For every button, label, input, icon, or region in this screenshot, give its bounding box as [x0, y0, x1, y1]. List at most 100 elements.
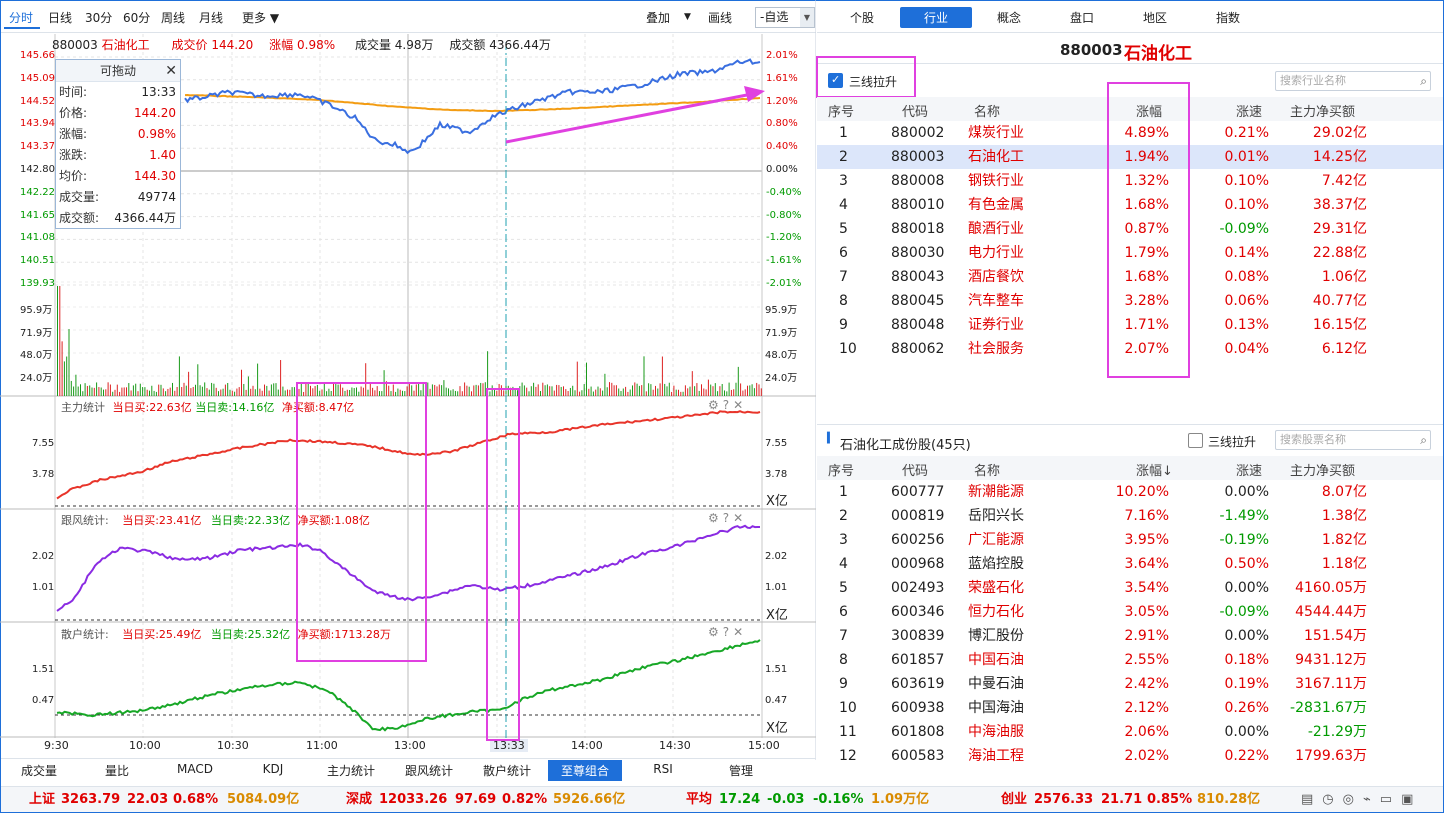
volume-bar: [687, 388, 689, 396]
volume-bar: [712, 386, 714, 396]
table-row[interactable]: 7 880043 酒店餐饮 1.68% 0.08% 1.06亿: [817, 265, 1442, 289]
p1-tick-right-1: 3.78: [765, 469, 788, 480]
indicator-tab[interactable]: 主力统计: [326, 764, 375, 778]
volume-bar: [611, 382, 613, 396]
table-row[interactable]: 1 880002 煤炭行业 4.89% 0.21% 29.02亿: [817, 121, 1442, 145]
indicator-tab[interactable]: KDJ: [262, 762, 284, 776]
volume-bar: [627, 391, 629, 396]
volume-bar: [365, 363, 367, 396]
status-tool-icons[interactable]: ▤◷◎⌁▭▣: [1301, 792, 1423, 807]
volume-bar: [735, 382, 737, 396]
table-row[interactable]: 7 300839 博汇股份 2.91% 0.00% 151.54万: [817, 624, 1442, 648]
panel1-tools[interactable]: ⚙?✕: [708, 398, 747, 412]
volume-bar: [737, 366, 739, 396]
table-row[interactable]: 11 601808 中海油服 2.06% 0.00% -21.29万: [817, 720, 1442, 744]
close-icon[interactable]: ✕: [165, 63, 177, 79]
row-net-buy: 4544.44万: [1295, 604, 1367, 620]
table-row[interactable]: 6 880030 电力行业 1.79% 0.14% 22.88亿: [817, 241, 1442, 265]
table-row[interactable]: 3 600256 广汇能源 3.95% -0.19% 1.82亿: [817, 528, 1442, 552]
watchlist-select[interactable]: -自选 ▼: [755, 7, 815, 28]
volume-bar: [719, 386, 721, 396]
row-speed: 0.00%: [1224, 628, 1269, 644]
table-row[interactable]: 5 880018 酿酒行业 0.87% -0.09% 29.31亿: [817, 217, 1442, 241]
table-row[interactable]: 4 000968 蓝焰控股 3.64% 0.50% 1.18亿: [817, 552, 1442, 576]
table-row[interactable]: 9 880048 证券行业 1.71% 0.13% 16.15亿: [817, 313, 1442, 337]
tab-region[interactable]: 地区: [1142, 11, 1167, 25]
volume-bar: [666, 386, 668, 396]
tab-monthly[interactable]: 月线: [199, 11, 224, 25]
row-change: 3.64%: [1124, 556, 1169, 572]
table-row[interactable]: 8 601857 中国石油 2.55% 0.18% 9431.12万: [817, 648, 1442, 672]
table-row[interactable]: 2 880003 石油化工 1.94% 0.01% 14.25亿: [817, 145, 1442, 169]
tab-index[interactable]: 指数: [1215, 11, 1240, 25]
tab-30min[interactable]: 30分: [85, 11, 113, 25]
volume-bar: [385, 381, 387, 396]
overlay-dropdown-icon[interactable]: ▼: [684, 12, 691, 22]
indicator-tab[interactable]: 至尊组合: [560, 764, 609, 778]
indicator-tab[interactable]: MACD: [177, 762, 213, 776]
tab-stock[interactable]: 个股: [849, 11, 874, 25]
table-row[interactable]: 6 600346 恒力石化 3.05% -0.09% 4544.44万: [817, 600, 1442, 624]
row-code: 880043: [891, 269, 945, 285]
industry-search-input[interactable]: 搜索行业名称 ⌕: [1275, 71, 1431, 91]
panel3-tools[interactable]: ⚙?✕: [708, 625, 747, 639]
draw-button[interactable]: 画线: [708, 11, 733, 25]
row-net-buy: 29.31亿: [1312, 221, 1367, 237]
tab-daily[interactable]: 日线: [48, 11, 73, 25]
components-three-line-checkbox[interactable]: [1188, 433, 1203, 448]
table-row[interactable]: 8 880045 汽车整车 3.28% 0.06% 40.77亿: [817, 289, 1442, 313]
intraday-chart[interactable]: [0, 0, 816, 760]
overlay-button[interactable]: 叠加: [646, 11, 671, 25]
table-row[interactable]: 1 600777 新潮能源 10.20% 0.00% 8.07亿: [817, 480, 1442, 504]
volume-bar: [241, 369, 242, 396]
tab-handicap[interactable]: 盘口: [1069, 11, 1094, 25]
table-row[interactable]: 2 000819 岳阳兴长 7.16% -1.49% 1.38亿: [817, 504, 1442, 528]
indicator-tab[interactable]: 量比: [104, 764, 129, 778]
volume-bar: [528, 391, 530, 396]
percent-axis-right-label: -1.20%: [766, 232, 802, 244]
volume-bar: [91, 387, 93, 396]
table-row[interactable]: 10 880062 社会服务 2.07% 0.04% 6.12亿: [817, 337, 1442, 361]
volume-bar: [586, 362, 587, 396]
table-row[interactable]: 10 600938 中国海油 2.12% 0.26% -2831.67万: [817, 696, 1442, 720]
row-index: 8: [839, 652, 848, 668]
indicator-tab[interactable]: RSI: [653, 762, 673, 776]
row-net-buy: 9431.12万: [1295, 652, 1367, 668]
indicator-tab[interactable]: 管理: [728, 764, 753, 778]
table-row[interactable]: 3 880008 钢铁行业 1.32% 0.10% 7.42亿: [817, 169, 1442, 193]
tab-60min[interactable]: 60分: [123, 11, 151, 25]
tab-weekly[interactable]: 周线: [161, 11, 186, 25]
stock-search-input[interactable]: 搜索股票名称 ⌕: [1275, 430, 1431, 450]
tab-intraday[interactable]: 分时: [9, 11, 34, 25]
volume-bar: [728, 382, 730, 396]
table-row[interactable]: 4 880010 有色金属 1.68% 0.10% 38.37亿: [817, 193, 1442, 217]
three-line-checkbox[interactable]: ✓: [828, 73, 843, 88]
indicator-tab[interactable]: 跟风统计: [404, 764, 453, 778]
tab-industry[interactable]: 行业: [923, 11, 948, 25]
tab-concept[interactable]: 概念: [996, 11, 1021, 25]
percent-axis-right-label: 0.00%: [766, 164, 798, 175]
volume-bar: [245, 389, 247, 396]
volume-bar: [590, 386, 592, 396]
table-row[interactable]: 12 600583 海油工程 2.02% 0.22% 1799.63万: [817, 744, 1442, 768]
volume-bar: [266, 385, 268, 396]
more-dropdown[interactable]: 更多 ▼: [242, 11, 280, 25]
row-name: 汽车整车: [968, 293, 1024, 309]
volume-bar: [61, 341, 63, 396]
volume-bar: [724, 390, 725, 396]
volume-bar: [75, 374, 77, 396]
volume-bar: [206, 388, 208, 396]
row-index: 2: [839, 508, 848, 524]
indicator-tab[interactable]: 成交量: [20, 764, 57, 778]
indicator-tab[interactable]: 散户统计: [482, 764, 531, 778]
volume-bar: [760, 388, 762, 396]
crosshair-infobox[interactable]: 可拖动 ✕ 时间: 13:33 价格: 144.20 涨幅: 0.98% 涨跌: 1.40 均价:…: [55, 59, 181, 229]
table-row[interactable]: 9 603619 中曼石油 2.42% 0.19% 3167.11万: [817, 672, 1442, 696]
volume-bar: [227, 382, 229, 396]
volume-bar: [112, 391, 114, 396]
volume-bar: [316, 384, 318, 396]
panel2-tools[interactable]: ⚙?✕: [708, 511, 747, 525]
infobox-title[interactable]: 可拖动 ✕: [56, 60, 180, 82]
volume-bar: [397, 388, 399, 396]
table-row[interactable]: 5 002493 荣盛石化 3.54% 0.00% 4160.05万: [817, 576, 1442, 600]
